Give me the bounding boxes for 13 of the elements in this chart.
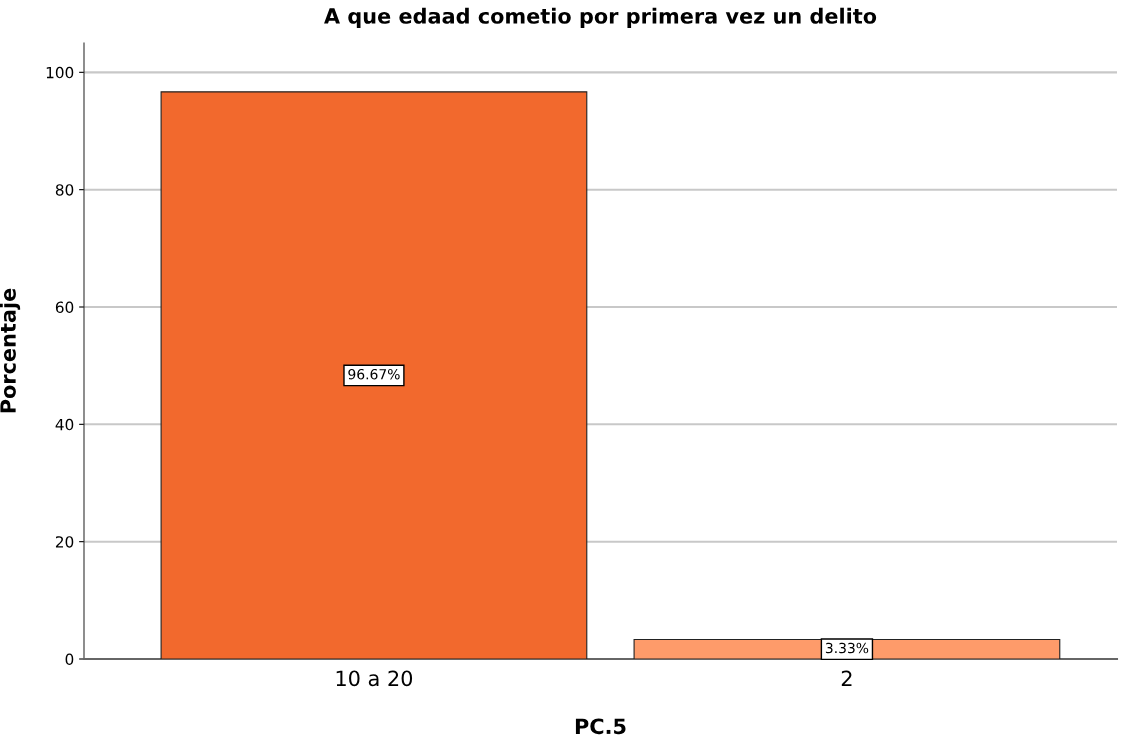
x-axis-title: PC.5 xyxy=(575,718,626,735)
data-label: 96.67% xyxy=(348,368,400,380)
x-tick-label: 2 xyxy=(841,670,852,686)
y-tick-label: 100 xyxy=(46,66,74,79)
y-tick-label: 40 xyxy=(55,418,74,431)
data-label: 3.33% xyxy=(825,642,869,654)
y-tick-label: 20 xyxy=(55,536,74,548)
y-tick-label: 0 xyxy=(65,653,74,666)
y-axis-title: Porcentaje xyxy=(0,288,21,413)
y-tick-label: 80 xyxy=(55,184,74,196)
y-tick-label: 60 xyxy=(55,301,74,314)
x-tick-label: 10 a 20 xyxy=(336,670,413,687)
chart-title: A que edaad cometio por primera vez un delito xyxy=(324,7,877,28)
